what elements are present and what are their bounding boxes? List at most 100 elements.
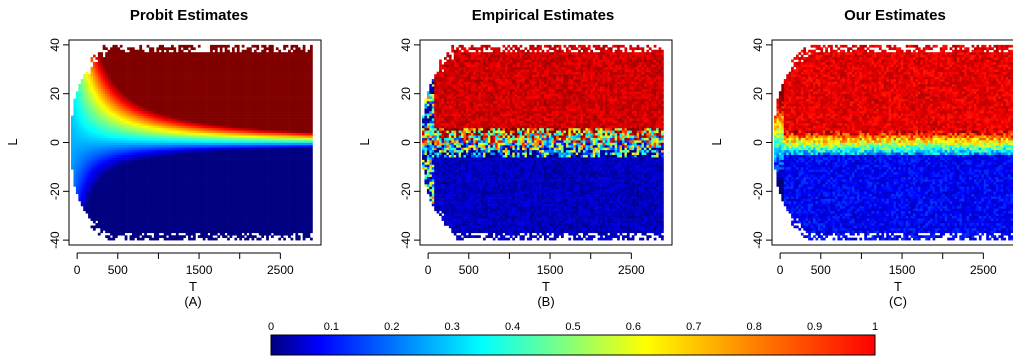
heatmap-cell: [139, 115, 143, 119]
heatmap-cell: [95, 122, 99, 126]
heatmap-cell: [124, 132, 128, 136]
heatmap-cell: [114, 120, 118, 124]
heatmap-cell: [217, 169, 221, 173]
heatmap-cell: [210, 98, 213, 102]
heatmap-cell: [227, 232, 230, 236]
heatmap-cell: [132, 164, 135, 168]
heatmap-cell: [197, 208, 201, 212]
heatmap-cell: [141, 125, 145, 129]
heatmap-cell: [105, 227, 108, 231]
heatmap-cell: [73, 152, 77, 155]
heatmap-cell: [231, 196, 235, 199]
heatmap-cell: [171, 183, 174, 187]
heatmap-cell: [158, 132, 162, 136]
heatmap-cell: [222, 120, 225, 124]
heatmap-cell: [105, 183, 108, 187]
heatmap-cell: [71, 144, 74, 148]
heatmap-cell: [171, 118, 174, 121]
heatmap-cell: [161, 122, 164, 126]
heatmap-cell: [197, 149, 201, 153]
heatmap-cell: [205, 179, 208, 182]
heatmap-cell: [139, 81, 143, 85]
heatmap-cell: [122, 225, 125, 229]
heatmap-cell: [122, 88, 125, 92]
heatmap-cell: [197, 176, 201, 180]
heatmap-cell: [236, 220, 240, 224]
heatmap-cell: [117, 49, 121, 53]
heatmap-cell: [178, 47, 182, 51]
heatmap-cell: [124, 144, 128, 148]
heatmap-cell: [85, 98, 89, 102]
heatmap-cell: [185, 69, 189, 73]
heatmap-cell: [224, 205, 228, 209]
heatmap-cell: [112, 81, 116, 85]
heatmap-cell: [129, 88, 133, 92]
heatmap-cell: [141, 213, 145, 217]
heatmap-cell: [214, 66, 218, 70]
heatmap-cell: [219, 186, 223, 190]
heatmap-cell: [178, 159, 182, 163]
heatmap-cell: [110, 86, 113, 90]
heatmap-cell: [144, 147, 147, 151]
heatmap-cell: [202, 198, 206, 202]
heatmap-cell: [105, 130, 108, 134]
heatmap-cell: [214, 86, 218, 90]
heatmap-cell: [197, 110, 201, 114]
heatmap-cell: [161, 96, 164, 99]
heatmap-cell: [222, 186, 225, 190]
heatmap-cell: [110, 110, 113, 114]
heatmap-cell: [185, 210, 189, 214]
heatmap-cell: [231, 76, 235, 80]
heatmap-cell: [188, 71, 191, 75]
heatmap-cell: [224, 210, 228, 214]
heatmap-cell: [185, 81, 189, 85]
heatmap-cell: [178, 140, 182, 143]
heatmap-cell: [190, 191, 194, 195]
heatmap-cell: [153, 103, 157, 107]
heatmap-cell: [129, 101, 133, 104]
heatmap-cell: [158, 149, 162, 153]
heatmap-cell: [202, 149, 206, 153]
heatmap-cell: [136, 157, 140, 160]
heatmap-cell: [136, 118, 140, 121]
heatmap-cell: [185, 213, 189, 217]
heatmap-cell: [88, 140, 91, 143]
heatmap-cell: [88, 203, 91, 207]
heatmap-cell: [166, 81, 169, 85]
heatmap-cell: [188, 154, 191, 158]
heatmap-cell: [192, 113, 196, 116]
heatmap-cell: [168, 157, 172, 160]
heatmap-cell: [107, 83, 111, 87]
heatmap-cell: [168, 130, 172, 134]
heatmap-cell: [107, 176, 111, 180]
heatmap-cell: [175, 71, 179, 75]
heatmap-cell: [151, 144, 155, 148]
heatmap-cell: [156, 101, 160, 104]
heatmap-cell: [100, 66, 104, 70]
heatmap-cell: [100, 210, 104, 214]
heatmap-cell: [102, 225, 106, 229]
heatmap-cell: [212, 220, 216, 224]
heatmap-cell: [222, 130, 225, 134]
heatmap-cell: [134, 220, 138, 224]
heatmap-cell: [214, 223, 218, 226]
heatmap-cell: [222, 52, 225, 55]
heatmap-cell: [202, 69, 206, 73]
heatmap-cell: [231, 54, 235, 58]
heatmap-cell: [180, 171, 184, 175]
heatmap-cell: [207, 61, 211, 65]
heatmap-cell: [97, 210, 101, 214]
heatmap-cell: [158, 230, 162, 234]
heatmap-cell: [161, 179, 164, 182]
heatmap-cell: [168, 64, 172, 68]
heatmap-cell: [188, 215, 191, 219]
heatmap-cell: [224, 203, 228, 207]
heatmap-cell: [205, 169, 208, 173]
heatmap-cell: [207, 132, 211, 136]
heatmap-cell: [112, 132, 116, 136]
heatmap-cell: [149, 198, 152, 202]
heatmap-cell: [83, 193, 86, 197]
heatmap-cell: [124, 149, 128, 153]
heatmap-cell: [200, 76, 204, 80]
heatmap-cell: [110, 130, 113, 134]
